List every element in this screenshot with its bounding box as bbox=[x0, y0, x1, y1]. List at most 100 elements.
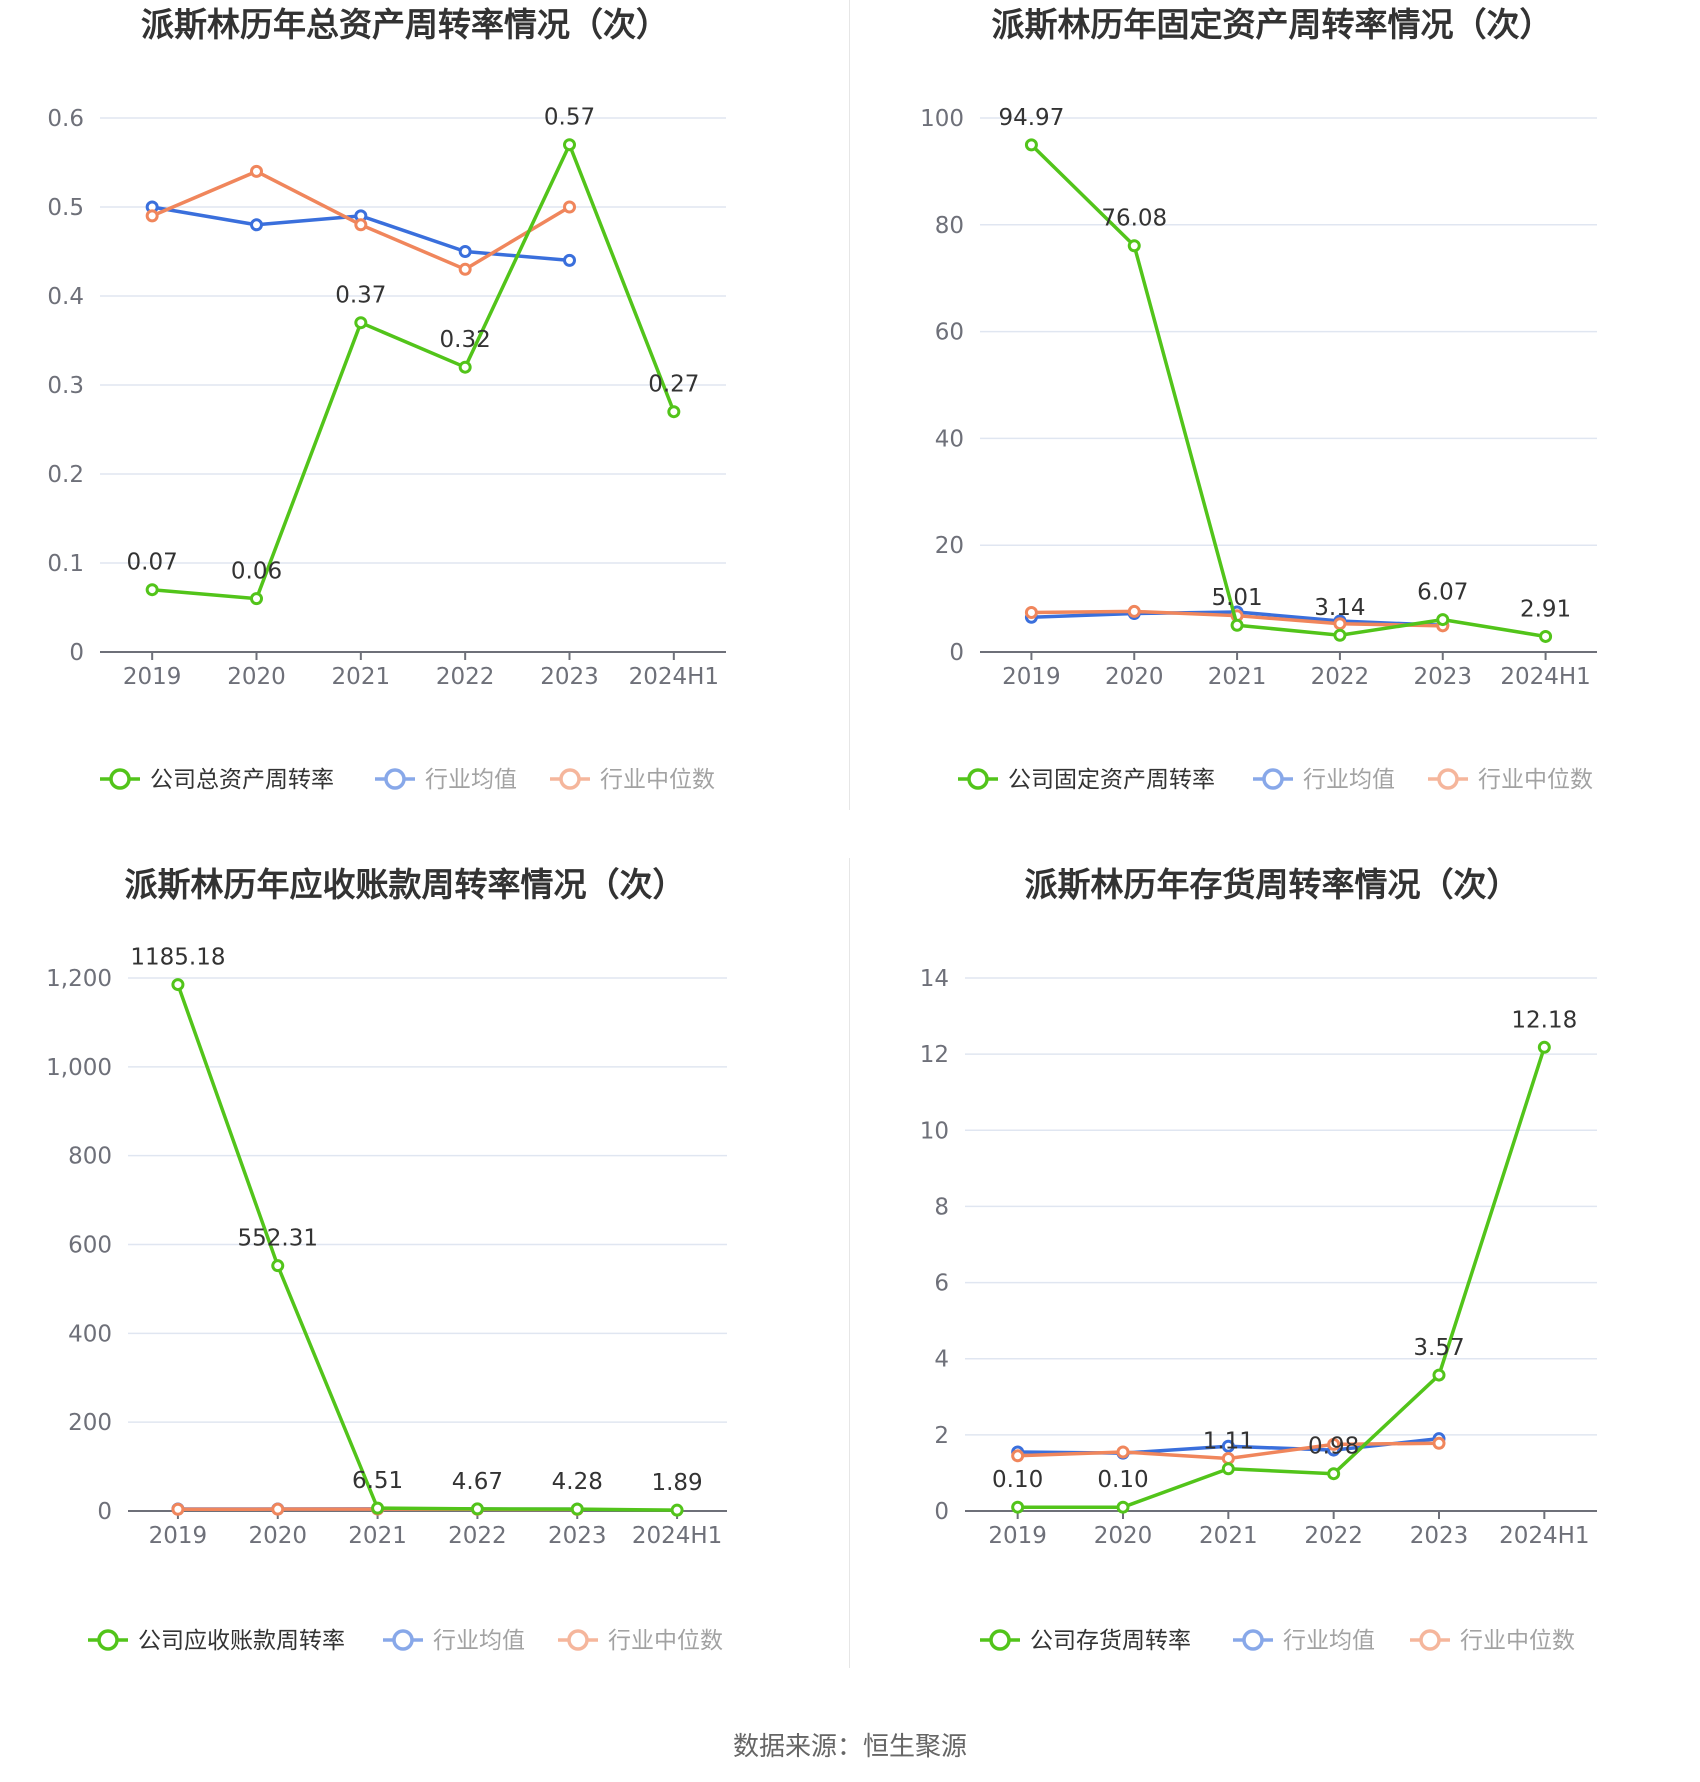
x-tick-label: 2019 bbox=[123, 664, 182, 690]
data-point-company bbox=[1116, 1500, 1130, 1514]
data-point-industry_median bbox=[1127, 604, 1141, 618]
chart-title: 派斯林历年固定资产周转率情况（次） bbox=[992, 5, 1553, 44]
y-tick-label: 2 bbox=[934, 1423, 949, 1449]
y-tick-label: 20 bbox=[935, 533, 964, 559]
data-point-industry_median bbox=[1432, 1436, 1446, 1450]
series-line-company bbox=[152, 142, 676, 601]
x-tick-label: 2020 bbox=[1105, 664, 1164, 690]
data-point-company bbox=[1327, 1467, 1341, 1481]
x-tick-label: 2019 bbox=[1002, 664, 1061, 690]
data-point-industry_median bbox=[1024, 605, 1038, 619]
data-point-company bbox=[1432, 1368, 1446, 1382]
x-tick-label: 2021 bbox=[332, 664, 391, 690]
legend-item-industry_avg: 行业均值 bbox=[1253, 767, 1395, 793]
data-point-industry_avg bbox=[563, 253, 576, 267]
y-tick-label: 80 bbox=[935, 213, 964, 239]
data-point-company bbox=[667, 405, 681, 419]
data-label: 12.18 bbox=[1511, 1007, 1577, 1033]
data-point-company bbox=[563, 138, 576, 152]
data-label: 1.11 bbox=[1203, 1429, 1254, 1455]
x-tick-label: 2020 bbox=[1094, 1523, 1153, 1549]
chart-title: 派斯林历年存货周转率情况（次） bbox=[1025, 865, 1520, 904]
y-tick-label: 0.4 bbox=[47, 284, 84, 310]
data-point-company bbox=[1333, 628, 1347, 642]
data-label: 6.07 bbox=[1417, 580, 1468, 606]
data-label: 3.57 bbox=[1413, 1335, 1464, 1361]
data-point-company bbox=[470, 1502, 484, 1516]
vertical-divider-bottom bbox=[849, 858, 850, 1668]
legend-marker bbox=[559, 768, 581, 790]
data-label: 2.91 bbox=[1520, 596, 1571, 622]
data-point-company bbox=[1011, 1500, 1025, 1514]
data-point-industry_avg bbox=[458, 245, 472, 258]
chart-title: 派斯林历年应收账款周转率情况（次） bbox=[125, 865, 686, 904]
data-label: 0.07 bbox=[127, 550, 178, 576]
y-tick-label: 800 bbox=[68, 1144, 112, 1170]
y-tick-label: 0.6 bbox=[47, 106, 84, 132]
x-tick-label: 2022 bbox=[436, 664, 495, 690]
data-point-industry_median bbox=[458, 262, 472, 276]
legend-marker bbox=[392, 1629, 414, 1651]
y-tick-label: 200 bbox=[68, 1410, 112, 1436]
x-tick-label: 2021 bbox=[1208, 664, 1267, 690]
data-label: 0.10 bbox=[992, 1467, 1043, 1493]
y-tick-label: 0 bbox=[97, 1499, 112, 1525]
data-point-industry_median bbox=[145, 209, 159, 223]
data-point-industry_median bbox=[250, 164, 263, 178]
legend-marker bbox=[967, 768, 989, 790]
data-point-company bbox=[250, 592, 263, 606]
y-tick-label: 0.5 bbox=[47, 195, 84, 221]
legend-item-industry_avg: 行业均值 bbox=[383, 1628, 525, 1654]
y-tick-label: 400 bbox=[68, 1321, 112, 1347]
legend-item-industry_avg: 行业均值 bbox=[1233, 1628, 1375, 1654]
data-label: 0.57 bbox=[544, 105, 595, 131]
legend-item-company: 公司存货周转率 bbox=[980, 1628, 1191, 1654]
x-tick-label: 2020 bbox=[227, 664, 286, 690]
y-tick-label: 6 bbox=[934, 1271, 949, 1297]
data-point-company bbox=[371, 1501, 385, 1515]
data-label: 0.32 bbox=[440, 327, 491, 353]
y-tick-label: 1,000 bbox=[46, 1055, 112, 1081]
legend-marker bbox=[97, 1629, 119, 1651]
x-tick-label: 2024H1 bbox=[1500, 664, 1590, 690]
data-point-company bbox=[458, 360, 472, 374]
legend-item-industry_median: 行业中位数 bbox=[550, 767, 715, 793]
x-tick-label: 2022 bbox=[1311, 664, 1370, 690]
legend-label: 公司存货周转率 bbox=[1030, 1628, 1191, 1654]
data-label: 0.10 bbox=[1097, 1467, 1148, 1493]
legend-label: 行业均值 bbox=[433, 1628, 525, 1654]
y-tick-label: 0 bbox=[69, 640, 84, 666]
x-tick-label: 2023 bbox=[1410, 1523, 1469, 1549]
data-point-company bbox=[145, 583, 159, 597]
vertical-divider-top bbox=[849, 0, 850, 810]
legend-label: 行业中位数 bbox=[608, 1628, 723, 1654]
series-line-company bbox=[1030, 143, 1546, 639]
data-label: 4.28 bbox=[552, 1469, 603, 1495]
x-tick-label: 2022 bbox=[1304, 1523, 1363, 1549]
y-tick-label: 4 bbox=[934, 1347, 949, 1373]
charts-canvas: 派斯林历年总资产周转率情况（次） 0 0.1 0.2 0.3 0.4 0.5 0.6 2019 2… bbox=[46, 5, 1597, 1654]
legend-marker bbox=[1419, 1629, 1441, 1651]
legend-label: 公司固定资产周转率 bbox=[1008, 767, 1215, 793]
legend: 公司固定资产周转率 行业均值 行业中位数 bbox=[958, 767, 1593, 793]
legend-item-company: 公司应收账款周转率 bbox=[88, 1628, 345, 1654]
legend: 公司应收账款周转率 行业均值 行业中位数 bbox=[88, 1628, 723, 1654]
legend-label: 行业中位数 bbox=[600, 767, 715, 793]
data-point-company bbox=[670, 1503, 684, 1517]
data-label: 1.89 bbox=[651, 1470, 702, 1496]
data-point-industry_median bbox=[563, 200, 576, 214]
y-tick-label: 0.2 bbox=[47, 462, 84, 488]
legend-label: 行业均值 bbox=[1303, 767, 1395, 793]
legend-item-industry_median: 行业中位数 bbox=[1428, 767, 1593, 793]
chart-panel-1: 派斯林历年总资产周转率情况（次） 0 0.1 0.2 0.3 0.4 0.5 0.6 2019 2… bbox=[47, 5, 726, 793]
data-label: 552.31 bbox=[238, 1226, 318, 1252]
legend: 公司总资产周转率 行业均值 行业中位数 bbox=[100, 767, 715, 793]
legend-label: 行业均值 bbox=[425, 767, 517, 793]
x-tick-label: 2024H1 bbox=[629, 664, 719, 690]
series-line-company bbox=[176, 983, 678, 1512]
data-label: 0.27 bbox=[648, 372, 699, 398]
data-point-company bbox=[1127, 239, 1141, 253]
data-point-industry_median bbox=[1011, 1449, 1025, 1463]
legend-marker bbox=[384, 768, 406, 790]
legend-marker bbox=[1262, 768, 1284, 790]
